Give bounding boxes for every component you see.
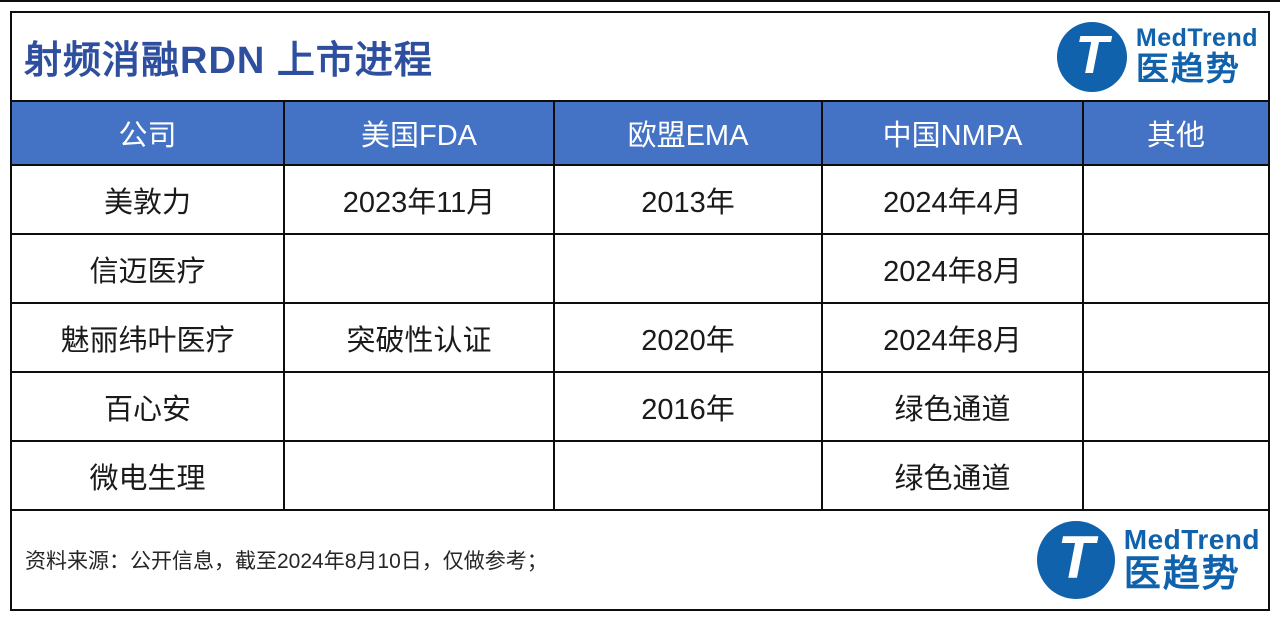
table-row: 信迈医疗 2024年8月: [12, 233, 1268, 304]
medtrend-logo-text: MedTrend 医趋势: [1124, 525, 1260, 595]
table-row: 美敦力 2023年11月 2013年 2024年4月: [12, 164, 1268, 235]
column-header-us-fda: 美国FDA: [283, 100, 555, 166]
medtrend-t-icon: T: [1056, 21, 1127, 92]
table-cell: 突破性认证: [283, 302, 555, 373]
rdn-progress-table: 公司 美国FDA 欧盟EMA 中国NMPA 其他 美敦力 2023年11月 20…: [12, 100, 1268, 511]
header-row: 公司 美国FDA 欧盟EMA 中国NMPA 其他: [12, 100, 1268, 166]
table-cell: [1082, 440, 1268, 511]
page-title: 射频消融RDN 上市进程: [24, 40, 433, 82]
column-header-company: 公司: [12, 100, 285, 166]
table-header: 公司 美国FDA 欧盟EMA 中国NMPA 其他: [12, 100, 1268, 166]
logo-name-en: MedTrend: [1123, 523, 1260, 555]
table-cell: 2024年4月: [821, 164, 1084, 235]
table-cell: [283, 440, 555, 511]
medtrend-logo-text: MedTrend 医趋势: [1136, 25, 1258, 88]
table-cell: [283, 371, 555, 442]
company-cell: 美敦力: [12, 164, 285, 235]
table-cell: 2023年11月: [283, 164, 555, 235]
logo-name-zh: 医趋势: [1135, 50, 1241, 88]
table-row: 微电生理 绿色通道: [12, 440, 1268, 511]
column-header-cn-nmpa: 中国NMPA: [821, 100, 1084, 166]
table-cell: 2016年: [553, 371, 823, 442]
table-cell: [1082, 233, 1268, 304]
footer-bar: 资料来源：公开信息，截至2024年8月10日，仅做参考； T MedTrend …: [12, 511, 1268, 609]
table-row: 魅丽纬叶医疗 突破性认证 2020年 2024年8月: [12, 302, 1268, 373]
logo-name-en: MedTrend: [1135, 24, 1258, 53]
table-cell: [283, 233, 555, 304]
company-cell: 信迈医疗: [12, 233, 285, 304]
table-cell: 2020年: [553, 302, 823, 373]
logo-name-zh: 医趋势: [1123, 553, 1241, 595]
medtrend-logo-footer: T MedTrend 医趋势: [1036, 521, 1260, 599]
table-cell: [1082, 302, 1268, 373]
company-cell: 微电生理: [12, 440, 285, 511]
table-row: 百心安 2016年 绿色通道: [12, 371, 1268, 442]
title-bar: 射频消融RDN 上市进程 T MedTrend 医趋势: [12, 13, 1268, 100]
column-header-other: 其他: [1082, 100, 1268, 166]
medtrend-logo: T MedTrend 医趋势: [1056, 21, 1258, 92]
table-cell: 2024年8月: [821, 302, 1084, 373]
slide-top-edge: [0, 0, 1280, 2]
source-note: 资料来源：公开信息，截至2024年8月10日，仅做参考；: [25, 550, 548, 573]
table-cell: 绿色通道: [821, 371, 1084, 442]
table-cell: [1082, 164, 1268, 235]
table-cell: 绿色通道: [821, 440, 1084, 511]
slide-frame: 射频消融RDN 上市进程 T MedTrend 医趋势 公司 美国FDA 欧盟E…: [10, 11, 1270, 611]
company-cell: 百心安: [12, 371, 285, 442]
column-header-eu-ema: 欧盟EMA: [553, 100, 823, 166]
medtrend-t-icon: T: [1036, 521, 1115, 599]
company-cell: 魅丽纬叶医疗: [12, 302, 285, 373]
table-cell-highlighted: 2013年: [553, 164, 823, 235]
table-cell: [553, 440, 823, 511]
table-cell: [553, 233, 823, 304]
table-cell: [1082, 371, 1268, 442]
table-cell: 2024年8月: [821, 233, 1084, 304]
